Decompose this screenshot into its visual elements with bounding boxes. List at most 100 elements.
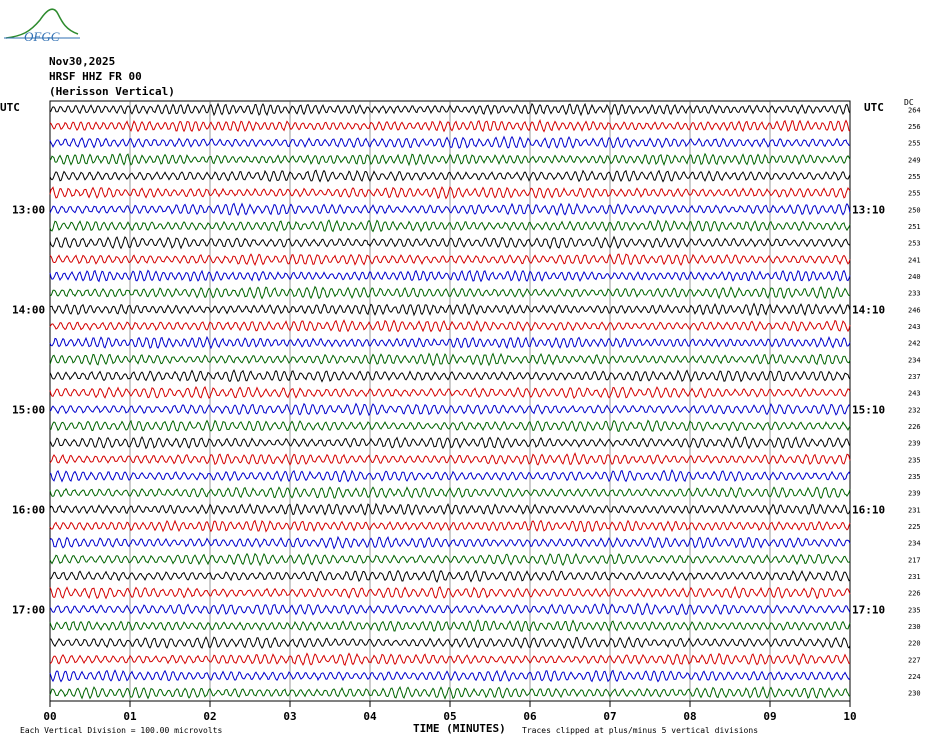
dc-offset-label: 239 <box>908 490 921 498</box>
x-tick-label: 03 <box>283 710 296 723</box>
dc-offset-label: 237 <box>908 373 921 381</box>
seismic-trace <box>49 436 851 450</box>
dc-offset-label: 217 <box>908 556 921 564</box>
x-tick-label: 01 <box>123 710 137 723</box>
footnote-clip: Traces clipped at plus/minus 5 vertical … <box>522 726 759 735</box>
utc-label-left: UTC <box>0 101 20 114</box>
dc-offset-label: 231 <box>908 573 921 581</box>
seismic-trace <box>49 535 851 550</box>
dc-header: DC <box>904 98 914 107</box>
dc-offset-label: 230 <box>908 690 921 698</box>
seismic-trace <box>49 118 851 133</box>
logo-curve <box>5 8 79 39</box>
dc-offset-label: 264 <box>908 106 921 114</box>
x-tick-label: 07 <box>603 710 616 723</box>
seismic-trace <box>49 385 851 400</box>
hour-label-left: 14:00 <box>12 303 45 316</box>
seismic-trace <box>49 569 851 583</box>
seismic-trace <box>49 202 851 217</box>
hour-label-left: 17:00 <box>12 603 45 616</box>
seismic-trace <box>49 302 851 317</box>
footnote-scale: Each Vertical Division = 100.00 microvol… <box>20 726 223 735</box>
dc-offset-label: 242 <box>908 340 921 348</box>
seismic-trace <box>49 602 851 616</box>
hour-label-left: 16:00 <box>12 503 45 516</box>
hour-label-right: 16:10 <box>852 503 885 516</box>
ofgc-logo: OFGC <box>4 8 80 44</box>
hour-label-left: 15:00 <box>12 403 45 416</box>
hour-label-left: 13:00 <box>12 203 45 216</box>
dc-offset-label: 255 <box>908 140 921 148</box>
dc-offset-label: 225 <box>908 523 921 531</box>
dc-offset-label: 251 <box>908 223 921 231</box>
seismic-trace <box>49 669 851 683</box>
seismic-trace <box>49 469 851 483</box>
dc-offset-label: 226 <box>908 423 921 431</box>
dc-offset-label: 235 <box>908 456 921 464</box>
dc-offset-label: 226 <box>908 590 921 598</box>
seismic-trace <box>49 285 851 300</box>
seismic-trace <box>49 402 851 417</box>
seismic-trace <box>49 235 851 250</box>
x-axis-label: TIME (MINUTES) <box>413 722 506 735</box>
dc-offset-label: 250 <box>908 206 921 214</box>
seismic-trace <box>49 552 851 567</box>
header-location: (Herisson Vertical) <box>49 85 175 98</box>
x-tick-label: 10 <box>843 710 856 723</box>
dc-offset-label: 220 <box>908 640 921 648</box>
dc-offset-label: 240 <box>908 273 921 281</box>
seismic-trace <box>49 319 851 333</box>
seismic-trace <box>49 585 851 600</box>
header-station: HRSF HHZ FR 00 <box>49 70 142 83</box>
dc-offset-label: 241 <box>908 256 921 264</box>
seismic-trace <box>49 352 851 367</box>
dc-offset-label: 235 <box>908 473 921 481</box>
dc-offset-label: 235 <box>908 606 921 614</box>
seismic-trace <box>49 135 851 149</box>
x-tick-label: 05 <box>443 710 456 723</box>
dc-offset-label: 246 <box>908 306 921 314</box>
hour-label-right: 14:10 <box>852 303 885 316</box>
seismic-trace <box>49 219 851 233</box>
seismic-trace <box>49 502 851 516</box>
seismic-trace <box>49 169 851 183</box>
dc-offset-label: 239 <box>908 440 921 448</box>
seismic-trace <box>49 335 851 350</box>
x-tick-label: 02 <box>203 710 216 723</box>
dc-offset-label: 253 <box>908 240 921 248</box>
header-date: Nov30,2025 <box>49 55 116 68</box>
seismic-trace <box>49 685 851 700</box>
seismic-trace <box>49 619 851 633</box>
seismic-trace <box>49 636 851 649</box>
dc-offset-label: 255 <box>908 190 921 198</box>
dc-offset-label: 234 <box>908 540 921 548</box>
dc-offset-label: 243 <box>908 323 921 331</box>
dc-offset-label: 231 <box>908 506 921 514</box>
x-tick-label: 00 <box>43 710 56 723</box>
dc-offset-label: 255 <box>908 173 921 181</box>
logo-text: OFGC <box>24 29 60 44</box>
dc-offset-label: 249 <box>908 156 921 164</box>
hour-label-right: 13:10 <box>852 203 885 216</box>
hour-label-right: 15:10 <box>852 403 885 416</box>
seismic-trace <box>49 102 851 117</box>
hour-label-right: 17:10 <box>852 603 885 616</box>
seismic-trace <box>49 519 851 533</box>
dc-offset-label: 232 <box>908 406 921 414</box>
utc-label-right: UTC <box>864 101 884 114</box>
seismic-trace <box>49 652 851 667</box>
x-tick-label: 08 <box>683 710 696 723</box>
seismic-trace <box>49 269 851 283</box>
dc-offset-label: 230 <box>908 623 921 631</box>
dc-offset-label: 233 <box>908 290 921 298</box>
dc-offset-label: 256 <box>908 123 921 131</box>
seismic-trace <box>49 152 851 167</box>
seismic-trace <box>49 452 851 466</box>
dc-offset-label: 234 <box>908 356 921 364</box>
seismic-trace <box>49 419 851 433</box>
dc-offset-label: 227 <box>908 656 921 664</box>
seismic-trace <box>49 186 851 200</box>
x-tick-label: 04 <box>363 710 377 723</box>
dc-offset-label: 243 <box>908 390 921 398</box>
